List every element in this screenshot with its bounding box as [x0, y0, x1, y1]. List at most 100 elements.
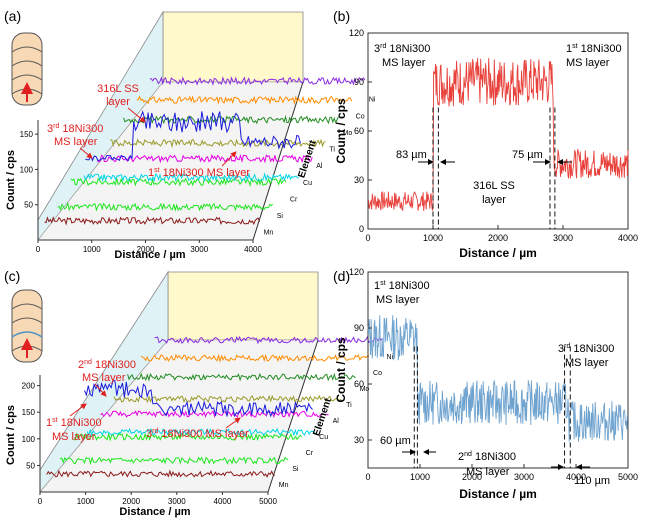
x-tick-label: 3000 — [190, 245, 208, 254]
annotation-3rd-d: 3rd 18Ni300 — [558, 343, 614, 355]
boundary-lines-d — [413, 346, 571, 468]
y-tick-label: 50 — [24, 201, 33, 210]
annotation-83um: 83 µm — [396, 149, 427, 161]
element-label-co: Co — [356, 113, 365, 120]
panel-d-label: (d) — [333, 268, 350, 284]
x-tick-label: 2000 — [122, 497, 140, 506]
boundary-lines-b — [432, 107, 556, 229]
annotation-316l-a: 316L SS — [97, 83, 139, 95]
x-axis-label-b: Distance / µm — [459, 246, 537, 260]
y-axis-label-a: Count / cps — [5, 150, 17, 210]
y-tick-label: 0 — [359, 224, 364, 234]
y-tick-label: 30 — [354, 175, 364, 185]
x-tick-label: 0 — [365, 472, 370, 482]
x-axis-label-a: Distance / µm — [114, 249, 185, 261]
x-tick-label: 4000 — [566, 472, 586, 482]
element-label-al: Al — [333, 418, 340, 425]
y-axis-label-c: Count / cps — [5, 405, 17, 465]
annotation-316l-layer-a: layer — [106, 96, 130, 108]
trace-mo — [127, 372, 356, 382]
annotation-60um: 60 µm — [380, 435, 411, 447]
x-tick-label: 1000 — [423, 233, 443, 243]
element-label-si: Si — [277, 213, 284, 220]
element-label-mo: Mo — [343, 130, 353, 137]
annotation-1st-b: 1st 18Ni300 — [566, 43, 622, 55]
element-label-cu: Cu — [303, 180, 312, 187]
x-tick-label: 3000 — [168, 497, 186, 506]
y-tick-label: 90 — [354, 77, 364, 87]
annotation-1st-c: 1st 18Ni300 — [46, 417, 102, 429]
x-tick-label: 5000 — [618, 472, 638, 482]
element-label-ni: Ni — [387, 354, 394, 361]
x-tick-label: 1000 — [410, 472, 430, 482]
element-label-ni: Ni — [369, 97, 376, 104]
panel-c-label: (c) — [4, 268, 20, 284]
trace-cu — [83, 172, 300, 183]
y-tick-label: 150 — [20, 130, 34, 139]
x-ticks-d: 0 1000 2000 3000 4000 5000 — [365, 464, 638, 482]
series-line-d — [367, 315, 629, 442]
x-tick-label: 1000 — [77, 497, 95, 506]
x-axis-label-c: Distance / µm — [119, 506, 190, 518]
x-tick-label: 5000 — [259, 497, 277, 506]
x-tick-label: 2000 — [488, 233, 508, 243]
z-axis-label-c: Element — [311, 396, 334, 437]
x-tick-label: 1000 — [83, 245, 101, 254]
trace-ni — [149, 76, 366, 86]
top-plane-c — [167, 271, 319, 341]
element-label-mn: Mn — [279, 482, 289, 489]
x-ticks-b: 0 1000 2000 3000 4000 — [365, 225, 638, 243]
x-tick-label: 3000 — [514, 472, 534, 482]
element-label-mn: Mn — [264, 230, 274, 237]
element-label-cr: Cr — [290, 196, 298, 203]
trace-mn — [44, 216, 261, 226]
annotation-3rd-c: 3rd 18Ni300 MS layer — [146, 428, 249, 440]
element-label-co: Co — [373, 370, 382, 377]
trace-mn — [46, 469, 275, 478]
y-tick-labels-a: 50 100 150 — [20, 130, 38, 210]
annotation-75um: 75 µm — [512, 149, 543, 161]
y-tick-label: 200 — [22, 382, 36, 391]
annotation-1st-d: 1st 18Ni300 — [374, 280, 430, 292]
trace-cu — [86, 427, 316, 437]
element-label-si: Si — [292, 466, 299, 473]
panel-d: (d) 0 1000 2000 3000 4000 5000 30 60 90 120 Dist… — [333, 267, 638, 501]
x-tick-labels-a: 0 1000 2000 3000 4000 — [36, 240, 262, 254]
x-tick-label: 2000 — [137, 245, 155, 254]
annotation-1st-a: 1st 18Ni300 MS layer — [148, 167, 250, 179]
annotation-3rd-b: 3rd 18Ni300 — [374, 43, 430, 55]
annotation-2nd-mslayer-c: MS layer — [82, 372, 126, 384]
annotation-3rd-mslayer-d: MS layer — [565, 357, 609, 369]
annotation-316l-layer-b: layer — [482, 194, 506, 206]
panel-c: (c) 0 1000 2000 3000 4000 5000 50 100 150 200 Mn… — [4, 268, 394, 518]
x-axis-label-d: Distance / µm — [459, 487, 537, 501]
element-traces-c — [46, 335, 383, 478]
trace-al — [100, 410, 329, 419]
annotation-2nd-d: 2nd 18Ni300 — [458, 451, 516, 463]
y-axis-label-d: Count / cps — [334, 337, 348, 403]
z-axis-c — [267, 339, 319, 493]
trace-si — [59, 456, 289, 466]
y-tick-label: 150 — [22, 408, 36, 417]
y-tick-label: 120 — [349, 28, 364, 38]
trace-si — [57, 201, 274, 212]
y-ticks-b: 0 30 60 90 120 — [349, 28, 372, 234]
element-label-ti: Ti — [346, 402, 352, 409]
y-ticks-d: 30 60 90 120 — [349, 267, 372, 445]
trace-fe — [84, 380, 313, 418]
trace-fe — [85, 110, 301, 162]
panel-b-label: (b) — [333, 8, 350, 24]
series-line-b — [367, 57, 629, 212]
x-tick-label: 4000 — [244, 245, 262, 254]
sample-schematic-c — [11, 289, 43, 363]
x-tick-label: 2000 — [462, 472, 482, 482]
annotation-1st-mslayer-b: MS layer — [566, 57, 610, 69]
x-tick-label: 3000 — [553, 233, 573, 243]
trace-ti — [110, 138, 326, 149]
annotation-3rd-mslayer-b: MS layer — [382, 57, 426, 69]
x-tick-label: 0 — [365, 233, 370, 243]
annotation-1st-mslayer-c: MS layer — [52, 431, 96, 443]
x-tick-labels-c: 0 1000 2000 3000 4000 5000 — [38, 492, 277, 506]
annotation-316l-b: 316L SS — [473, 180, 515, 192]
